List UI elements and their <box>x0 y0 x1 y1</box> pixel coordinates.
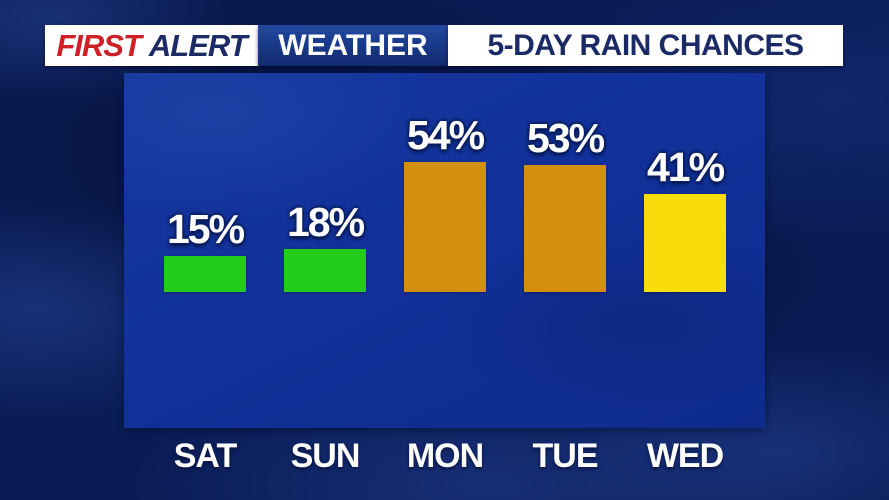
bar-tue <box>524 165 606 292</box>
value-label-tue: 53% <box>526 115 605 161</box>
weather-section-banner: WEATHER <box>258 25 448 66</box>
brand-alert-label: ALERT <box>148 27 248 63</box>
value-label-sat: 15% <box>166 206 245 252</box>
day-label-tue: TUE <box>532 437 599 475</box>
value-label-wed: 41% <box>646 144 725 190</box>
bar-column-mon: 54% MON <box>404 73 486 473</box>
value-label-sun: 18% <box>286 199 365 245</box>
day-label-sun: SUN <box>290 437 361 475</box>
bar-wed <box>644 194 726 292</box>
bar-column-sun: 18% SUN <box>284 73 366 473</box>
day-label-wed: WED <box>646 437 724 475</box>
bar-column-sat: 15% SAT <box>164 73 246 473</box>
page-title-label: 5-DAY RAIN CHANCES <box>487 28 804 62</box>
brand-first-label: FIRST <box>56 27 142 63</box>
day-label-mon: MON <box>406 437 484 475</box>
rain-chance-chart-panel: 15% SAT 18% SUN 54% MON 53% TUE 41% WED <box>124 73 765 473</box>
bar-mon <box>404 162 486 292</box>
page-title: 5-DAY RAIN CHANCES <box>448 25 843 66</box>
first-alert-brand-badge: FIRST ALERT <box>45 25 258 66</box>
value-label-mon: 54% <box>406 112 485 158</box>
bar-sun <box>284 249 366 292</box>
weather-section-label: WEATHER <box>278 28 428 62</box>
bar-column-tue: 53% TUE <box>524 73 606 473</box>
day-label-sat: SAT <box>173 437 237 475</box>
bar-sat <box>164 256 246 292</box>
bar-column-wed: 41% WED <box>644 73 726 473</box>
